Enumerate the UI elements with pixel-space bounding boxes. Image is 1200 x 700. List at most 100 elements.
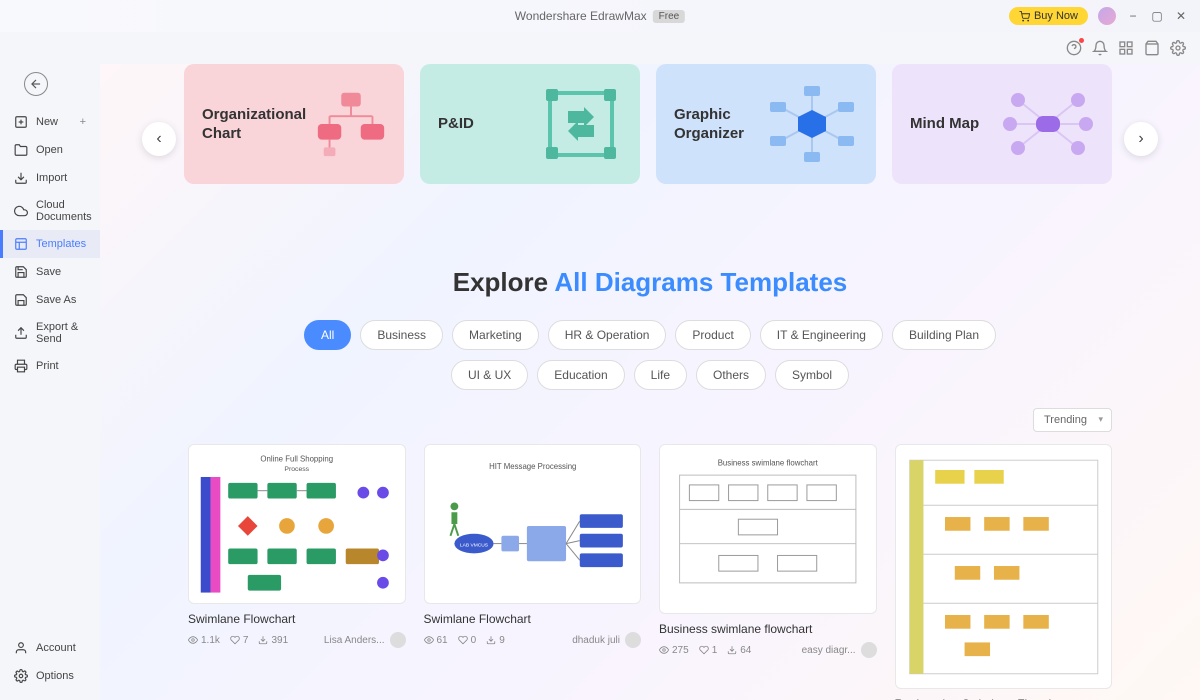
filter-chip-building-plan[interactable]: Building Plan bbox=[892, 320, 996, 350]
minimize-button[interactable]: − bbox=[1126, 9, 1140, 23]
svg-text:HIT Message Processing: HIT Message Processing bbox=[489, 462, 576, 471]
free-badge: Free bbox=[653, 10, 686, 23]
sort-dropdown[interactable]: Trending ▾ bbox=[1033, 408, 1112, 432]
app-title: Wondershare EdrawMax bbox=[515, 9, 647, 23]
print-icon bbox=[14, 359, 28, 373]
card-title: P&ID bbox=[438, 114, 474, 134]
graphic-organizer-icon bbox=[762, 80, 862, 168]
filter-chip-business[interactable]: Business bbox=[360, 320, 443, 350]
user-icon bbox=[14, 641, 28, 655]
save-icon bbox=[14, 265, 28, 279]
carousel-next-button[interactable]: › bbox=[1124, 122, 1158, 156]
content-area: ‹ Organizational Chart P&ID bbox=[100, 64, 1200, 700]
filter-chip-marketing[interactable]: Marketing bbox=[452, 320, 539, 350]
author-avatar bbox=[625, 632, 641, 648]
gear-icon bbox=[14, 669, 28, 683]
help-icon[interactable] bbox=[1066, 40, 1082, 56]
carousel-card-pid[interactable]: P&ID bbox=[420, 64, 640, 184]
author-avatar bbox=[861, 642, 877, 658]
carousel-card-mind-map[interactable]: Mind Map bbox=[892, 64, 1112, 184]
views-count: 61 bbox=[424, 635, 448, 646]
sidebar-item-save-as[interactable]: Save As bbox=[0, 286, 100, 314]
sort-label: Trending bbox=[1044, 414, 1087, 426]
template-author: dhaduk juli bbox=[572, 632, 641, 648]
new-plus-icon[interactable]: + bbox=[80, 116, 86, 128]
sidebar-item-label: New bbox=[36, 116, 58, 128]
bag-icon[interactable] bbox=[1144, 40, 1160, 56]
maximize-button[interactable]: ▢ bbox=[1150, 9, 1164, 23]
sidebar-item-label: Import bbox=[36, 172, 67, 184]
export-icon bbox=[14, 326, 28, 340]
card-title: Organizational Chart bbox=[202, 105, 294, 144]
template-thumbnail: Online Full ShoppingProcess bbox=[188, 444, 406, 604]
template-card[interactable]: Online Full ShoppingProcess Swimlane Flo… bbox=[188, 444, 406, 700]
settings-icon[interactable] bbox=[1170, 40, 1186, 56]
sidebar-item-label: Cloud Documents bbox=[36, 199, 92, 223]
buy-now-label: Buy Now bbox=[1034, 10, 1078, 22]
downloads-count: 391 bbox=[258, 635, 288, 646]
secondary-toolbar bbox=[0, 32, 1200, 64]
category-carousel: ‹ Organizational Chart P&ID bbox=[100, 64, 1200, 249]
explore-heading: Explore All Diagrams Templates bbox=[100, 267, 1200, 298]
sidebar-item-new[interactable]: New + bbox=[0, 108, 100, 136]
sidebar-item-label: Templates bbox=[36, 238, 86, 250]
template-thumbnail bbox=[895, 444, 1113, 689]
sidebar-item-templates[interactable]: Templates bbox=[0, 230, 100, 258]
filter-chip-symbol[interactable]: Symbol bbox=[775, 360, 849, 390]
template-author: easy diagr... bbox=[802, 642, 877, 658]
filter-chip-education[interactable]: Education bbox=[537, 360, 624, 390]
views-count: 275 bbox=[659, 645, 689, 656]
filter-chip-all[interactable]: All bbox=[304, 320, 351, 350]
template-card[interactable]: Business swimlane flowchart Business swi… bbox=[659, 444, 877, 700]
carousel-card-graphic-organizer[interactable]: Graphic Organizer bbox=[656, 64, 876, 184]
sidebar-item-label: Open bbox=[36, 144, 63, 156]
sidebar-item-print[interactable]: Print bbox=[0, 352, 100, 380]
sidebar-item-import[interactable]: Import bbox=[0, 164, 100, 192]
buy-now-button[interactable]: Buy Now bbox=[1009, 7, 1088, 25]
sidebar-item-save[interactable]: Save bbox=[0, 258, 100, 286]
bell-icon[interactable] bbox=[1092, 40, 1108, 56]
svg-text:Business swimlane flowchart: Business swimlane flowchart bbox=[718, 458, 819, 467]
carousel-prev-button[interactable]: ‹ bbox=[142, 122, 176, 156]
sidebar-item-label: Options bbox=[36, 670, 74, 682]
user-avatar[interactable] bbox=[1098, 7, 1116, 25]
title-bar: Wondershare EdrawMax Free Buy Now − ▢ ✕ bbox=[0, 0, 1200, 32]
filter-chip-ui-ux[interactable]: UI & UX bbox=[451, 360, 528, 390]
filter-chip-hr-operation[interactable]: HR & Operation bbox=[548, 320, 667, 350]
filter-chip-others[interactable]: Others bbox=[696, 360, 766, 390]
template-card[interactable]: HIT Message Processing LAB VMCUS Swimlan… bbox=[424, 444, 642, 700]
filter-chip-it-engineering[interactable]: IT & Engineering bbox=[760, 320, 883, 350]
likes-count: 1 bbox=[699, 645, 718, 656]
chevron-down-icon: ▾ bbox=[1098, 414, 1103, 425]
template-meta: 275 1 64 easy diagr... bbox=[659, 642, 877, 658]
org-chart-icon bbox=[312, 85, 390, 163]
sidebar-item-open[interactable]: Open bbox=[0, 136, 100, 164]
sidebar-item-cloud-documents[interactable]: Cloud Documents bbox=[0, 192, 100, 230]
sidebar-item-label: Account bbox=[36, 642, 76, 654]
sidebar-item-export-send[interactable]: Export & Send bbox=[0, 314, 100, 352]
filter-chip-life[interactable]: Life bbox=[634, 360, 687, 390]
sidebar-item-options[interactable]: Options bbox=[0, 662, 100, 690]
template-title: Swimlane Flowchart bbox=[188, 612, 406, 626]
mind-map-icon bbox=[998, 80, 1098, 168]
download-icon bbox=[14, 171, 28, 185]
sort-row: Trending ▾ bbox=[100, 400, 1200, 444]
template-card[interactable]: Registration Swimlane Flowchart 307 3 87… bbox=[895, 444, 1113, 700]
template-thumbnail: HIT Message Processing LAB VMCUS bbox=[424, 444, 642, 604]
card-title: Mind Map bbox=[910, 114, 979, 134]
save-as-icon bbox=[14, 293, 28, 307]
notification-dot bbox=[1079, 38, 1084, 43]
template-title: Business swimlane flowchart bbox=[659, 622, 877, 636]
sidebar-item-account[interactable]: Account bbox=[0, 634, 100, 662]
close-button[interactable]: ✕ bbox=[1174, 9, 1188, 23]
views-count: 1.1k bbox=[188, 635, 220, 646]
template-icon bbox=[14, 237, 28, 251]
sidebar-item-label: Save As bbox=[36, 294, 76, 306]
svg-text:LAB VMCUS: LAB VMCUS bbox=[459, 543, 488, 549]
pid-icon bbox=[536, 79, 626, 169]
filter-chip-product[interactable]: Product bbox=[675, 320, 750, 350]
carousel-card-org-chart[interactable]: Organizational Chart bbox=[184, 64, 404, 184]
grid-icon[interactable] bbox=[1118, 40, 1134, 56]
back-button[interactable] bbox=[24, 72, 48, 96]
cloud-icon bbox=[14, 204, 28, 218]
